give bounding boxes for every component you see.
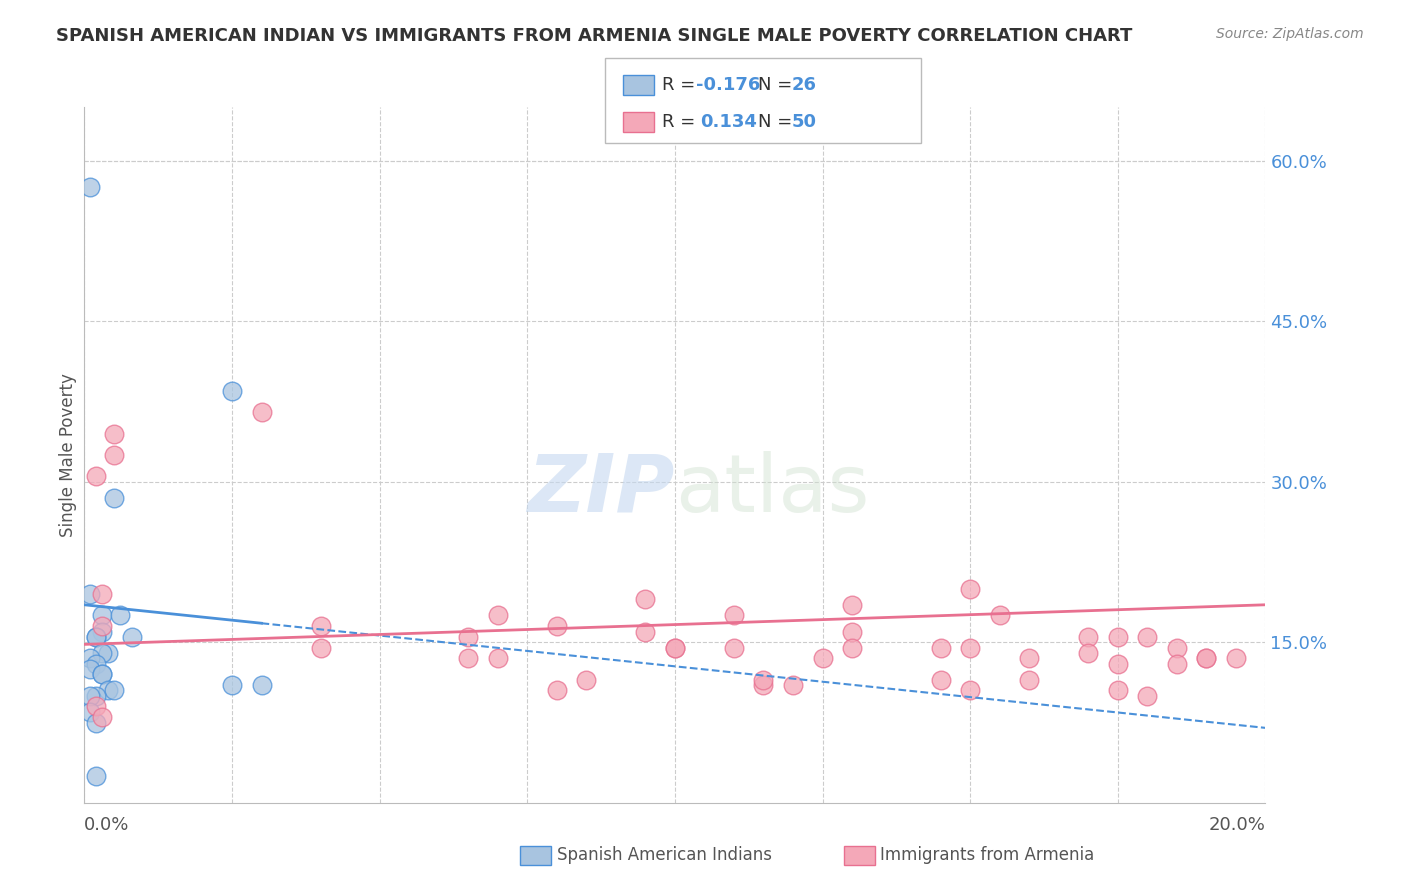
Point [723,640,745,655]
Point [1195,651,1218,665]
Point [91,667,114,681]
Point [546,619,568,633]
Point [84,689,107,703]
Text: 26: 26 [792,76,817,94]
Point [91,587,114,601]
Point [457,651,479,665]
Point [929,673,952,687]
Text: 0.0%: 0.0% [84,816,129,834]
Point [988,608,1011,623]
Text: R =: R = [662,113,707,131]
Point [1107,630,1129,644]
Point [457,630,479,644]
Point [1166,657,1188,671]
Text: -0.176: -0.176 [696,76,761,94]
Text: Spanish American Indians: Spanish American Indians [557,846,772,863]
Point [929,640,952,655]
Point [103,448,125,462]
Point [664,640,686,655]
Point [634,592,657,607]
Point [546,683,568,698]
Point [1225,651,1247,665]
Point [79,587,101,601]
Point [309,640,332,655]
Point [782,678,804,692]
Point [1136,630,1159,644]
Point [84,657,107,671]
Point [121,630,143,644]
Point [486,608,509,623]
Point [91,646,114,660]
Y-axis label: Single Male Poverty: Single Male Poverty [59,373,77,537]
Text: R =: R = [662,76,702,94]
Point [103,491,125,505]
Point [91,619,114,633]
Text: N =: N = [758,113,797,131]
Point [79,651,101,665]
Point [1107,683,1129,698]
Point [752,673,775,687]
Point [811,651,834,665]
Point [1018,651,1040,665]
Point [97,683,120,698]
Point [575,673,598,687]
Text: ZIP: ZIP [527,450,675,529]
Point [79,689,101,703]
Point [221,384,243,398]
Text: SPANISH AMERICAN INDIAN VS IMMIGRANTS FROM ARMENIA SINGLE MALE POVERTY CORRELATI: SPANISH AMERICAN INDIAN VS IMMIGRANTS FR… [56,27,1133,45]
Text: Immigrants from Armenia: Immigrants from Armenia [880,846,1094,863]
Point [79,705,101,719]
Point [250,405,273,419]
Point [91,667,114,681]
Point [1166,640,1188,655]
Point [1136,689,1159,703]
Point [84,630,107,644]
Point [723,608,745,623]
Point [309,619,332,633]
Point [664,640,686,655]
Point [84,699,107,714]
Point [84,630,107,644]
Text: 0.134: 0.134 [700,113,756,131]
Point [108,608,131,623]
Point [91,624,114,639]
Point [79,180,101,194]
Text: 50: 50 [792,113,817,131]
Point [841,640,863,655]
Point [103,426,125,441]
Point [1107,657,1129,671]
Point [1077,630,1099,644]
Text: N =: N = [758,76,797,94]
Point [959,640,981,655]
Text: atlas: atlas [675,450,869,529]
Point [91,608,114,623]
Text: 20.0%: 20.0% [1209,816,1265,834]
Text: Source: ZipAtlas.com: Source: ZipAtlas.com [1216,27,1364,41]
Point [79,662,101,676]
Point [84,469,107,483]
Point [250,678,273,692]
Point [84,769,107,783]
Point [1195,651,1218,665]
Point [1077,646,1099,660]
Point [84,715,107,730]
Point [959,683,981,698]
Point [91,710,114,724]
Point [841,598,863,612]
Point [486,651,509,665]
Point [841,624,863,639]
Point [634,624,657,639]
Point [97,646,120,660]
Point [752,678,775,692]
Point [103,683,125,698]
Point [1018,673,1040,687]
Point [959,582,981,596]
Point [221,678,243,692]
